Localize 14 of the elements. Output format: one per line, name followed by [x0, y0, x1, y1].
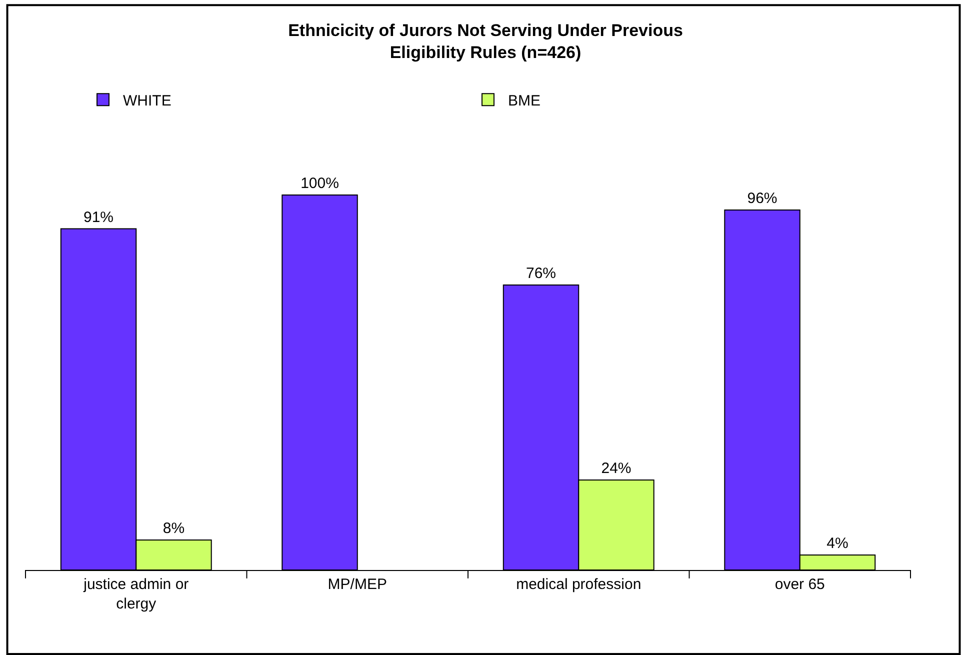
- legend-label: BME: [508, 92, 541, 110]
- data-label: 4%: [826, 535, 848, 552]
- chart-title: Ethnicicity of Jurors Not Serving Under Previous Eligibility Rules (n=426): [288, 21, 683, 62]
- data-label: 8%: [162, 520, 185, 537]
- x-tick-label: medical profession: [516, 576, 642, 593]
- x-tick-label: justice admin or clergy: [82, 576, 189, 612]
- data-label: 100%: [300, 175, 339, 192]
- data-label: 76%: [526, 265, 556, 282]
- data-label: 96%: [747, 190, 778, 207]
- legend-label: WHITE: [123, 92, 172, 110]
- data-label: 24%: [601, 460, 632, 477]
- data-label: 91%: [84, 208, 114, 226]
- x-tick-label: over 65: [774, 576, 825, 593]
- x-tick-label: MP/MEP: [328, 576, 387, 593]
